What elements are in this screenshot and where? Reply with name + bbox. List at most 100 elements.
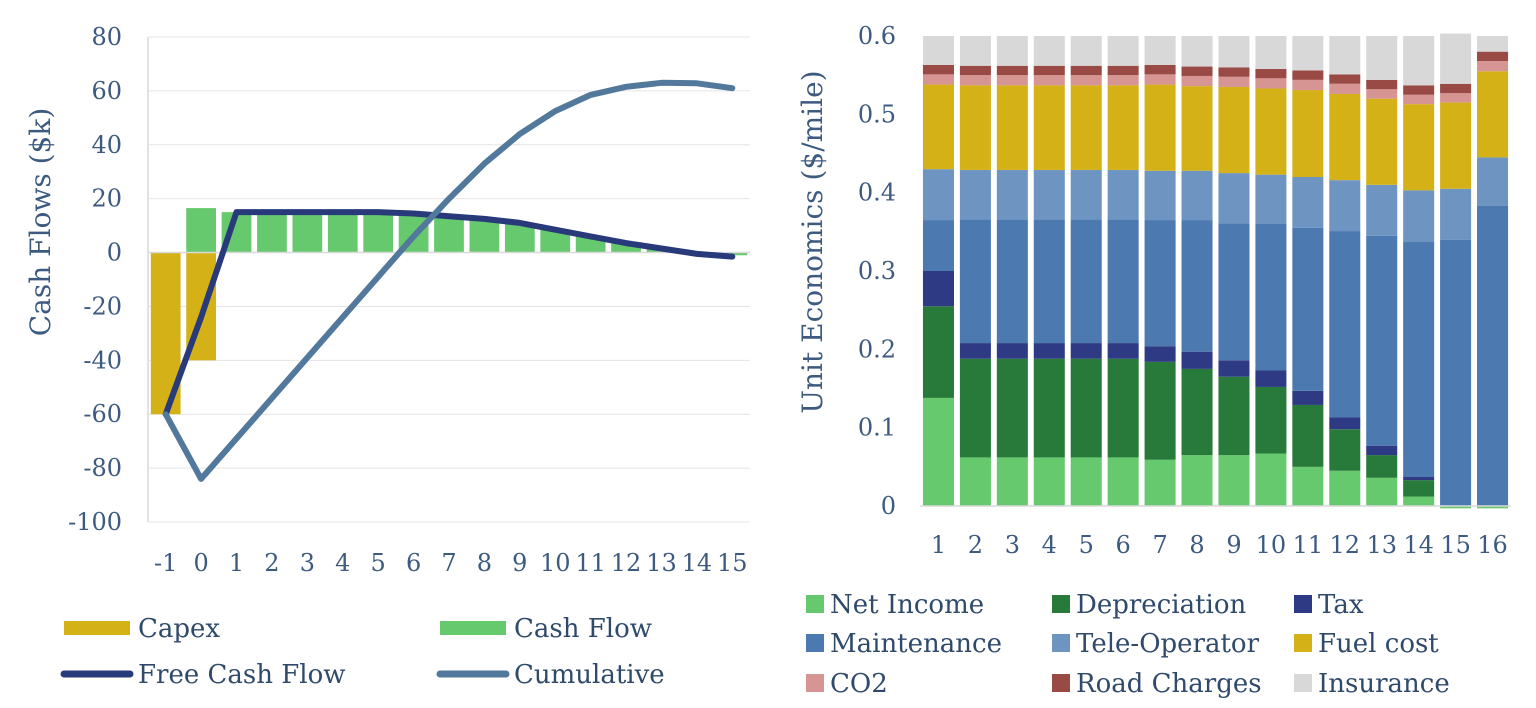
net-income-segment <box>996 457 1028 506</box>
depreciation-segment <box>1292 404 1324 467</box>
insurance-segment <box>1070 36 1102 66</box>
x-tick-label: 2 <box>264 549 279 577</box>
legend-swatch-cash-flow <box>440 621 506 635</box>
tax-segment <box>1070 343 1102 359</box>
tele-operator-segment <box>922 169 954 221</box>
x-tick-label: 3 <box>1005 531 1020 559</box>
tele-operator-segment <box>1218 173 1250 224</box>
tele-operator-segment <box>1440 188 1472 240</box>
insurance-segment <box>1181 36 1213 67</box>
y-tick-label: 0.5 <box>858 100 896 128</box>
tax-segment <box>996 343 1028 359</box>
y-tick-label: 0 <box>107 239 122 267</box>
y-tick-label: -60 <box>83 400 122 428</box>
co2-segment <box>922 74 954 85</box>
fuel-cost-segment <box>922 84 954 170</box>
net-income-segment <box>922 397 954 506</box>
insurance-segment <box>1403 36 1435 86</box>
legend-label-free-cash-flow: Free Cash Flow <box>138 660 346 690</box>
depreciation-segment <box>1329 429 1361 471</box>
x-tick-label: 2 <box>968 531 983 559</box>
x-tick-label: 7 <box>1152 531 1167 559</box>
y-tick-label: -100 <box>68 508 122 536</box>
insurance-segment <box>922 36 954 65</box>
road-charges-segment <box>922 64 954 75</box>
x-tick-label: 8 <box>477 549 492 577</box>
maintenance-segment <box>922 220 954 271</box>
legend-label-capex: Capex <box>138 614 220 644</box>
road-charges-segment <box>1292 70 1324 80</box>
road-charges-segment <box>1107 65 1139 76</box>
legend-label-cash-flow: Cash Flow <box>514 614 652 644</box>
maintenance-segment <box>1144 220 1176 347</box>
legend-swatch-co2 <box>806 674 824 692</box>
tax-segment <box>1366 445 1398 456</box>
maintenance-segment <box>1366 235 1398 446</box>
maintenance-segment <box>1255 224 1287 371</box>
y-tick-label: 0 <box>881 492 896 520</box>
legend-label-fuel-cost: Fuel cost <box>1318 629 1439 659</box>
x-tick-label: -1 <box>154 549 177 577</box>
y-tick-label: 20 <box>91 185 122 213</box>
fuel-cost-segment <box>959 85 991 170</box>
tele-operator-segment <box>1107 169 1139 220</box>
y-tick-label: 80 <box>91 23 122 51</box>
depreciation-segment <box>922 306 954 398</box>
co2-segment <box>1329 83 1361 94</box>
co2-segment <box>1181 75 1213 87</box>
net-income-segment <box>1329 470 1361 506</box>
tele-operator-segment <box>959 169 991 220</box>
net-income-segment <box>1403 496 1435 506</box>
legend-swatch-net-income <box>806 595 824 613</box>
x-tick-label: 10 <box>540 549 571 577</box>
depreciation-segment <box>1403 480 1435 497</box>
cash-flow-bar <box>469 217 500 253</box>
x-tick-label: 9 <box>1226 531 1241 559</box>
unit-economics-chart: 0.60.50.40.30.20.101 2 3 4 5 6 7 8 9 10 11 12 13 14 15… <box>796 22 1511 699</box>
fuel-cost-segment <box>1440 102 1472 189</box>
maintenance-segment <box>996 219 1028 344</box>
maintenance-segment <box>1292 227 1324 391</box>
co2-segment <box>1107 75 1139 86</box>
insurance-segment <box>1329 36 1361 75</box>
depreciation-segment <box>1218 376 1250 456</box>
co2-segment <box>996 75 1028 86</box>
net-income-segment <box>1477 506 1509 509</box>
y-axis-title: Cash Flows ($k) <box>24 108 57 337</box>
x-tick-label: 0 <box>193 549 208 577</box>
tax-segment <box>1181 351 1213 369</box>
co2-segment <box>1255 78 1287 89</box>
x-tick-label: 5 <box>1079 531 1094 559</box>
fuel-cost-segment <box>1181 86 1213 171</box>
legend-swatch-capex <box>64 621 130 635</box>
fuel-cost-segment <box>1366 98 1398 185</box>
legend-label-tele-operator: Tele-Operator <box>1076 629 1260 659</box>
depreciation-segment <box>1070 358 1102 458</box>
depreciation-segment <box>959 358 991 458</box>
fuel-cost-segment <box>1070 85 1102 170</box>
tax-segment <box>1403 477 1435 481</box>
fuel-cost-segment <box>1144 84 1176 171</box>
legend-label-insurance: Insurance <box>1318 669 1450 699</box>
tax-segment <box>959 343 991 359</box>
depreciation-segment <box>996 358 1028 458</box>
y-axis-title: Unit Economics ($/mile) <box>796 70 829 413</box>
y-tick-label: -80 <box>83 454 122 482</box>
legend-label-co2: CO2 <box>830 669 888 699</box>
cash-flow-bar <box>327 212 358 253</box>
road-charges-segment <box>1255 68 1287 79</box>
cumulative-line <box>162 79 736 482</box>
x-tick-label: 8 <box>1189 531 1204 559</box>
road-charges-segment <box>1181 66 1213 76</box>
y-tick-label: 0.4 <box>858 179 896 207</box>
maintenance-segment <box>1107 219 1139 344</box>
y-tick-label: 0.1 <box>858 414 896 442</box>
net-income-segment <box>1107 457 1139 506</box>
depreciation-segment <box>1255 386 1287 454</box>
tele-operator-segment <box>1329 180 1361 232</box>
legend-swatch-tax <box>1294 595 1312 613</box>
net-income-segment <box>1181 455 1213 506</box>
legend-swatch-insurance <box>1294 674 1312 692</box>
fuel-cost-segment <box>996 85 1028 170</box>
